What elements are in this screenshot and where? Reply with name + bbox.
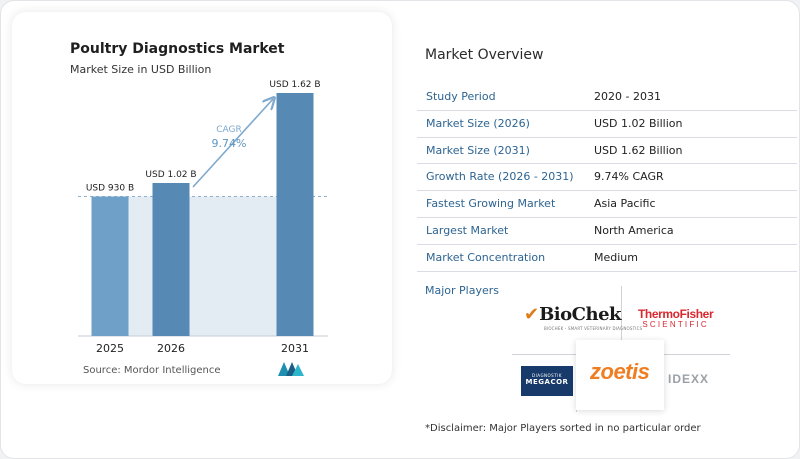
overview-label: Market Size (2031)	[426, 143, 530, 157]
overview-row: Growth Rate (2026 - 2031) 9.74% CAGR	[417, 164, 797, 192]
biochek-logo: ✔BioChek BIOCHEK - SMART VETERINARY DIAG…	[524, 304, 643, 331]
bar-value-label: USD 1.02 B	[145, 170, 196, 180]
overview-label: Market Size (2026)	[426, 116, 530, 130]
overview-label: Fastest Growing Market	[426, 197, 556, 211]
overview-label: Growth Rate (2026 - 2031)	[426, 170, 574, 184]
overview-value: Medium	[594, 250, 638, 264]
overview-label: Market Concentration	[426, 250, 546, 264]
overview-value: USD 1.02 Billion	[594, 116, 683, 130]
overview-label: Study Period	[426, 90, 496, 103]
major-players-title: Major Players	[425, 284, 499, 297]
x-tick-label: 2031	[281, 342, 309, 355]
bar-value-label: USD 930 B	[86, 184, 134, 194]
checkmark-icon: ✔	[524, 304, 540, 325]
bar-2026	[152, 183, 190, 336]
overview-label: Largest Market	[426, 223, 509, 237]
chart-title: Poultry Diagnostics Market	[70, 41, 285, 57]
grid-divider	[621, 286, 622, 350]
x-tick-label: 2025	[96, 342, 124, 355]
thermofisher-logo: ThermoFisher SCIENTIFIC	[638, 307, 714, 329]
chart-subtitle: Market Size in USD Billion	[70, 63, 212, 76]
bar-chart: USD 930 B 2025 USD 1.02 B 2026 USD 1.62 B 203…	[78, 80, 328, 355]
overview-value: Asia Pacific	[594, 197, 656, 211]
cagr-value: 9.74%	[212, 137, 247, 150]
overview-row: Largest Market North America	[417, 218, 797, 245]
cagr-label: CAGR	[216, 125, 242, 135]
zoetis-logo: zoetis	[576, 340, 664, 410]
megacor-logo: DIAGNOSTIK MEGACOR	[521, 366, 573, 396]
overview-row: Market Size (2026) USD 1.02 Billion	[417, 111, 797, 138]
overview-value: 2020 - 2031	[594, 90, 661, 103]
overview-row: Fastest Growing Market Asia Pacific	[417, 191, 797, 218]
mordor-logo-icon	[278, 362, 304, 376]
overview-value: 9.74% CAGR	[594, 170, 664, 184]
x-tick-label: 2026	[157, 342, 185, 355]
bar-2031	[276, 93, 314, 336]
bar-value-label: USD 1.62 B	[269, 80, 320, 90]
overview-row: Market Size (2031) USD 1.62 Billion	[417, 138, 797, 165]
market-overview-table: Study Period 2020 - 2031 Market Size (2026…	[417, 84, 797, 272]
overview-value: USD 1.62 Billion	[594, 143, 683, 157]
bar-2025	[91, 196, 129, 336]
source-text: Source: Mordor Intelligence	[83, 365, 221, 376]
disclaimer-text: *Disclaimer: Major Players sorted in no …	[425, 423, 701, 434]
cagr-arrow-icon	[192, 99, 273, 188]
overview-row: Market Concentration Medium	[417, 245, 797, 272]
idexx-logo: IDEXX	[668, 372, 710, 386]
baseline-band	[110, 196, 295, 336]
overview-row: Study Period 2020 - 2031	[417, 84, 797, 111]
overview-value: North America	[594, 223, 674, 237]
market-overview-title: Market Overview	[425, 47, 544, 63]
